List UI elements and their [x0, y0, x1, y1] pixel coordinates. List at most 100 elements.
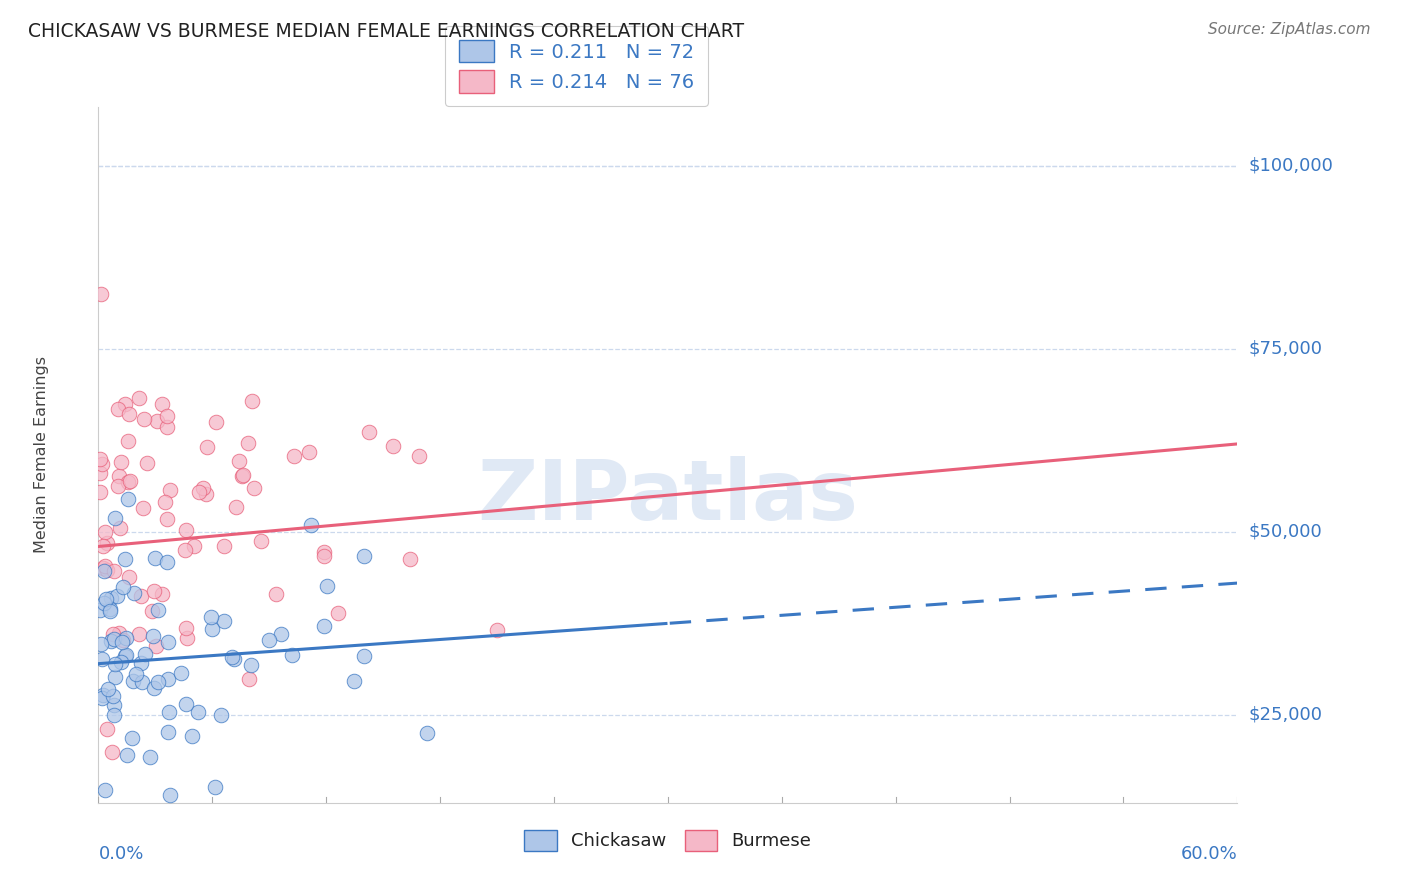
- Point: [94, 558, 117, 573]
- Point: [122, 673, 145, 688]
- Point: [132, 501, 155, 516]
- Point: [103, 698, 125, 712]
- Point: [343, 673, 366, 688]
- Point: [131, 589, 153, 603]
- Point: [103, 708, 125, 723]
- Point: [201, 622, 224, 636]
- Text: $75,000: $75,000: [1249, 340, 1323, 358]
- Point: [114, 551, 136, 566]
- Point: [176, 631, 198, 645]
- Text: $50,000: $50,000: [1249, 523, 1322, 541]
- Point: [96, 536, 118, 550]
- Point: [159, 705, 181, 719]
- Point: [100, 591, 122, 606]
- Point: [98, 604, 121, 618]
- Point: [114, 397, 136, 411]
- Point: [103, 627, 125, 641]
- Point: [298, 445, 321, 459]
- Point: [155, 554, 177, 568]
- Point: [117, 492, 139, 507]
- Point: [132, 412, 155, 426]
- Point: [90, 637, 112, 651]
- Point: [170, 666, 193, 681]
- Point: [91, 539, 114, 553]
- Point: [143, 551, 166, 566]
- Point: [114, 649, 136, 664]
- Point: [107, 625, 129, 640]
- Point: [142, 584, 165, 599]
- Point: [153, 495, 176, 509]
- Point: [316, 579, 339, 593]
- Point: [212, 614, 235, 628]
- Point: [236, 436, 259, 450]
- Point: [187, 705, 209, 719]
- Point: [145, 640, 167, 654]
- Point: [112, 580, 135, 594]
- Point: [159, 789, 181, 803]
- Point: [155, 409, 177, 424]
- Point: [326, 607, 349, 621]
- Point: [115, 648, 138, 663]
- Text: 0.0%: 0.0%: [98, 845, 143, 863]
- Point: [225, 500, 247, 515]
- Point: [96, 722, 118, 736]
- Point: [104, 511, 127, 525]
- Point: [90, 652, 112, 666]
- Point: [242, 481, 264, 495]
- Point: [314, 619, 336, 633]
- Point: [97, 681, 120, 696]
- Point: [104, 670, 127, 684]
- Point: [228, 454, 250, 468]
- Point: [486, 623, 509, 637]
- Point: [103, 632, 125, 646]
- Point: [240, 394, 263, 409]
- Point: [174, 621, 197, 635]
- Point: [173, 542, 195, 557]
- Point: [117, 569, 139, 583]
- Point: [200, 610, 222, 624]
- Point: [156, 635, 179, 649]
- Point: [89, 485, 111, 500]
- Point: [115, 747, 138, 762]
- Point: [128, 391, 150, 405]
- Point: [112, 632, 135, 647]
- Point: [194, 487, 217, 501]
- Point: [120, 474, 142, 488]
- Point: [264, 587, 287, 601]
- Point: [134, 648, 156, 662]
- Text: Source: ZipAtlas.com: Source: ZipAtlas.com: [1208, 22, 1371, 37]
- Point: [98, 601, 121, 615]
- Point: [222, 652, 245, 666]
- Point: [108, 521, 131, 535]
- Point: [143, 681, 166, 695]
- Point: [183, 540, 205, 554]
- Point: [103, 564, 125, 578]
- Point: [191, 481, 214, 495]
- Point: [128, 626, 150, 640]
- Point: [100, 634, 122, 648]
- Point: [100, 745, 122, 759]
- Point: [359, 425, 381, 439]
- Point: [314, 545, 336, 559]
- Point: [382, 439, 405, 453]
- Point: [150, 587, 173, 601]
- Point: [111, 635, 134, 649]
- Point: [238, 673, 260, 687]
- Point: [156, 672, 179, 686]
- Point: [139, 749, 162, 764]
- Point: [125, 666, 148, 681]
- Point: [157, 724, 180, 739]
- Point: [104, 657, 127, 672]
- Point: [150, 397, 173, 411]
- Point: [195, 440, 218, 454]
- Point: [131, 656, 153, 670]
- Point: [159, 483, 181, 498]
- Point: [212, 539, 235, 553]
- Point: [156, 420, 179, 434]
- Point: [101, 689, 124, 703]
- Point: [142, 629, 165, 643]
- Point: [408, 449, 430, 463]
- Point: [146, 603, 169, 617]
- Point: [211, 708, 233, 723]
- Text: ZIPatlas: ZIPatlas: [478, 456, 858, 537]
